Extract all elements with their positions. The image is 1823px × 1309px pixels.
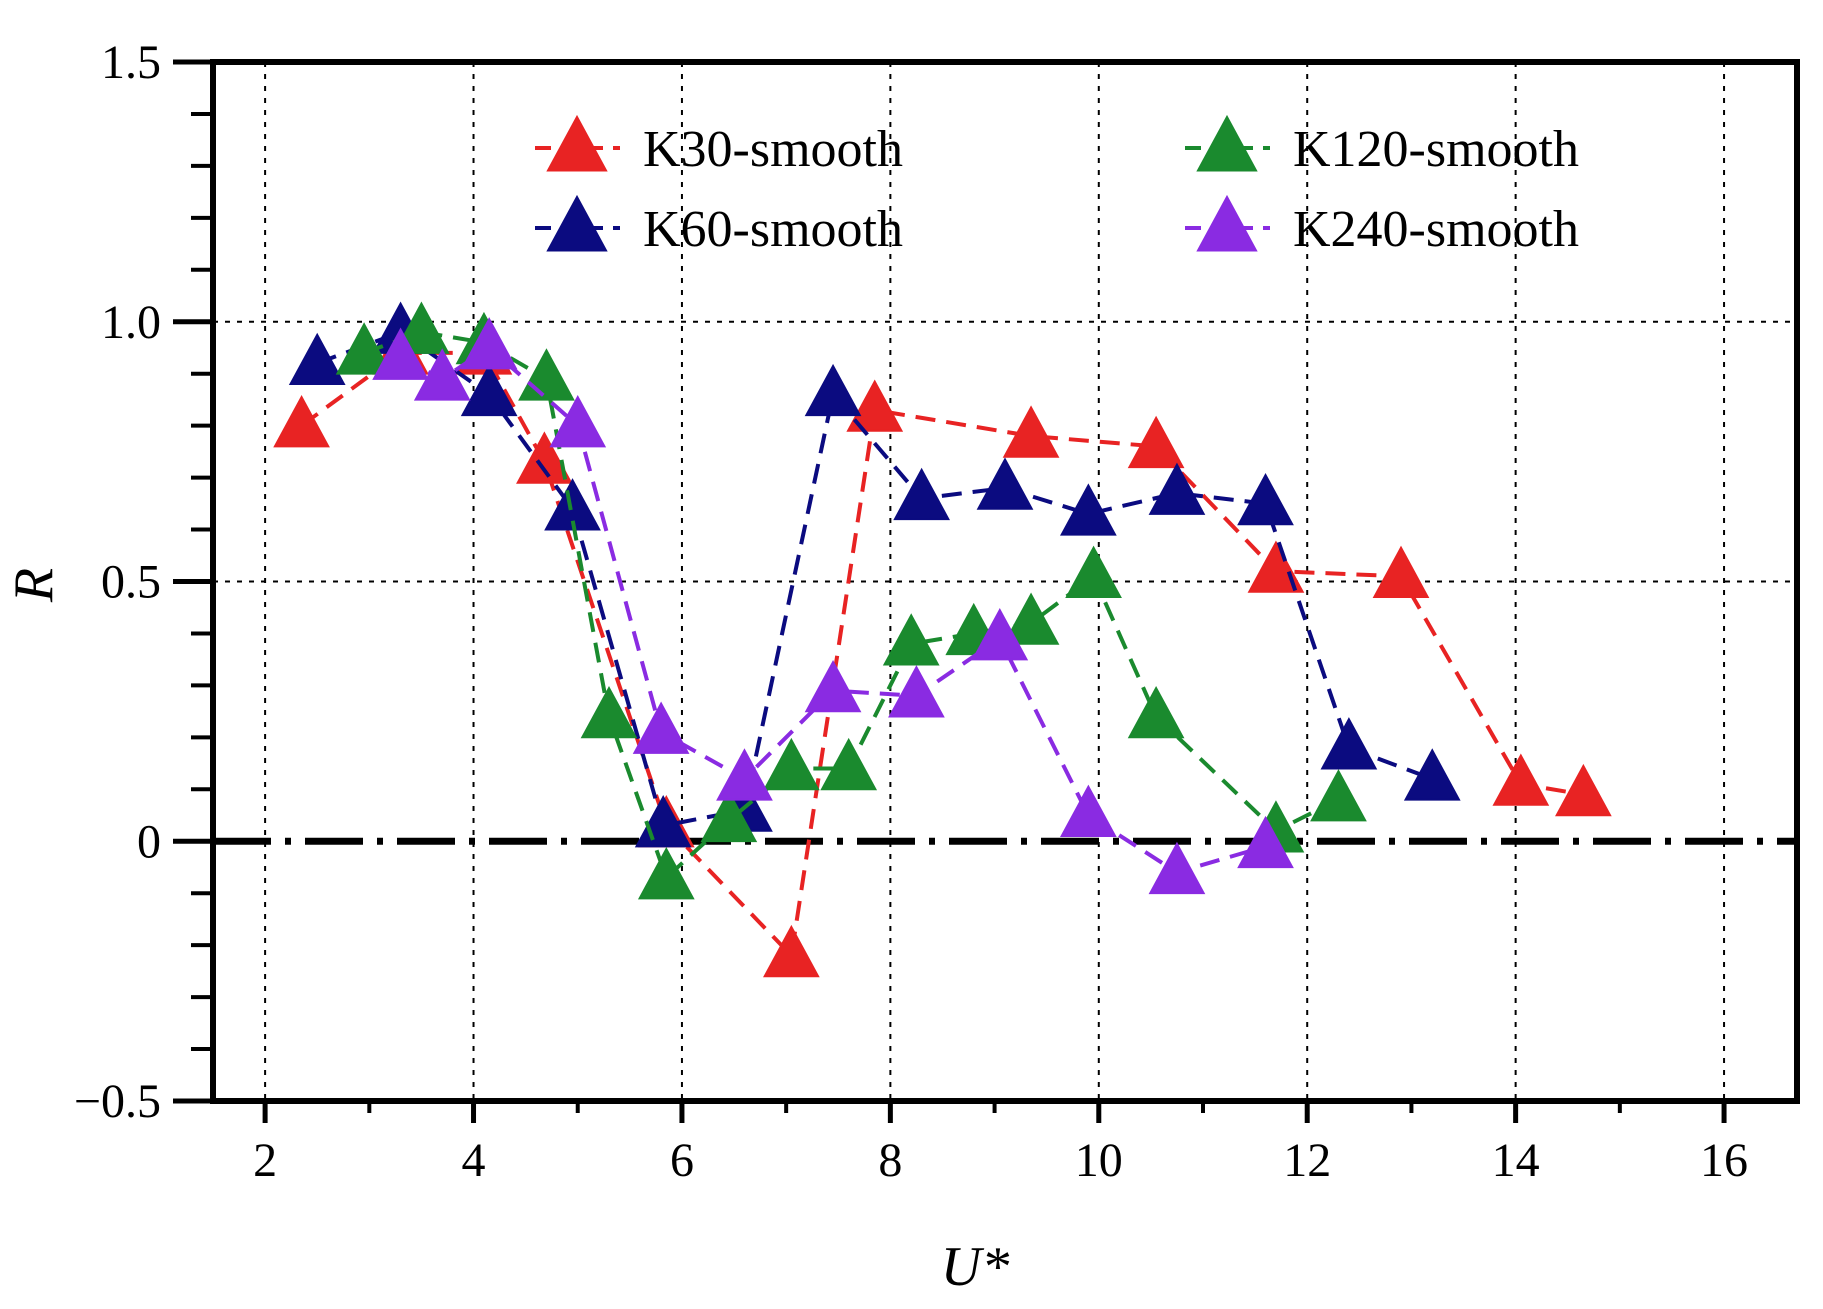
data-point xyxy=(888,665,945,718)
data-point xyxy=(1237,815,1294,869)
y-tick-label: 0 xyxy=(137,815,161,868)
legend-item-K30-smooth: K30-smooth xyxy=(535,114,903,178)
y-axis-label: R xyxy=(3,568,65,603)
series-line xyxy=(300,350,1584,960)
series-K30-smooth xyxy=(273,322,1612,978)
x-tick-label: 14 xyxy=(1492,1134,1540,1187)
legend-label: K30-smooth xyxy=(643,121,903,178)
series-K240-smooth xyxy=(372,317,1294,895)
data-point xyxy=(804,363,862,417)
data-point xyxy=(716,748,773,801)
data-point xyxy=(372,327,429,380)
ticks-layer: 2 4 6 8 10 12 14 16 −0.5 0 0.5 1.0 1.5 xyxy=(74,36,1748,1187)
data-point xyxy=(1127,415,1185,469)
data-point xyxy=(1060,483,1117,536)
data-point xyxy=(1320,717,1378,770)
data-point xyxy=(1372,545,1430,599)
x-axis-label: U* xyxy=(941,1236,1009,1298)
data-point xyxy=(516,431,573,484)
data-point xyxy=(763,737,820,791)
legend-marker xyxy=(1196,114,1258,172)
data-point xyxy=(632,701,690,754)
data-point xyxy=(1148,841,1206,895)
data-point xyxy=(971,608,1029,661)
data-point xyxy=(1065,545,1122,599)
data-point xyxy=(518,348,575,401)
y-tick-label: −0.5 xyxy=(74,1075,161,1128)
legend: K30-smooth K60-smooth K120-smooth K240-smoo… xyxy=(535,114,1579,258)
data-point xyxy=(460,317,518,370)
legend-marker xyxy=(546,194,608,252)
data-point xyxy=(1237,472,1294,526)
x-tick-label: 16 xyxy=(1700,1134,1748,1187)
x-tick-label: 12 xyxy=(1283,1134,1331,1187)
data-point xyxy=(549,395,607,448)
data-point xyxy=(893,467,950,521)
x-tick-label: 2 xyxy=(253,1134,277,1187)
x-tick-label: 8 xyxy=(878,1134,902,1187)
data-point xyxy=(413,348,471,401)
series-line xyxy=(363,330,1340,882)
x-tick-label: 4 xyxy=(462,1134,486,1187)
data-point xyxy=(1127,685,1185,739)
data-point xyxy=(580,685,638,739)
data-point xyxy=(1247,540,1305,593)
data-point xyxy=(1310,769,1367,822)
y-tick-label: 1.5 xyxy=(101,36,161,89)
data-point xyxy=(846,379,904,432)
data-point xyxy=(460,363,518,417)
data-point xyxy=(1060,784,1117,837)
data-point xyxy=(1148,462,1206,515)
data-point xyxy=(976,457,1034,510)
series-line xyxy=(399,345,1267,875)
legend-marker xyxy=(1196,194,1258,252)
data-point xyxy=(637,846,695,900)
legend-item-K60-smooth: K60-smooth xyxy=(535,194,903,258)
series-layer xyxy=(273,301,1612,978)
y-tick-label: 0.5 xyxy=(101,556,161,609)
legend-label: K120-smooth xyxy=(1293,121,1579,178)
y-tick-label: 1.0 xyxy=(101,296,161,349)
legend-label: K60-smooth xyxy=(643,201,903,258)
data-point xyxy=(882,613,940,666)
legend-item-K120-smooth: K120-smooth xyxy=(1185,114,1579,178)
data-point xyxy=(393,301,450,354)
data-point xyxy=(1403,748,1461,801)
x-tick-label: 6 xyxy=(670,1134,694,1187)
data-point xyxy=(1002,405,1060,458)
data-point xyxy=(273,395,330,448)
data-point xyxy=(820,737,878,791)
legend-item-K240-smooth: K240-smooth xyxy=(1185,194,1579,258)
data-point xyxy=(335,322,393,375)
data-point xyxy=(1492,753,1550,806)
data-point xyxy=(700,789,758,843)
data-point xyxy=(804,659,862,713)
data-point xyxy=(763,924,820,978)
legend-marker xyxy=(546,114,608,172)
legend-label: K240-smooth xyxy=(1293,201,1579,258)
data-point xyxy=(288,332,346,386)
data-point xyxy=(1555,763,1612,817)
x-tick-label: 10 xyxy=(1075,1134,1123,1187)
data-point xyxy=(1002,592,1060,645)
